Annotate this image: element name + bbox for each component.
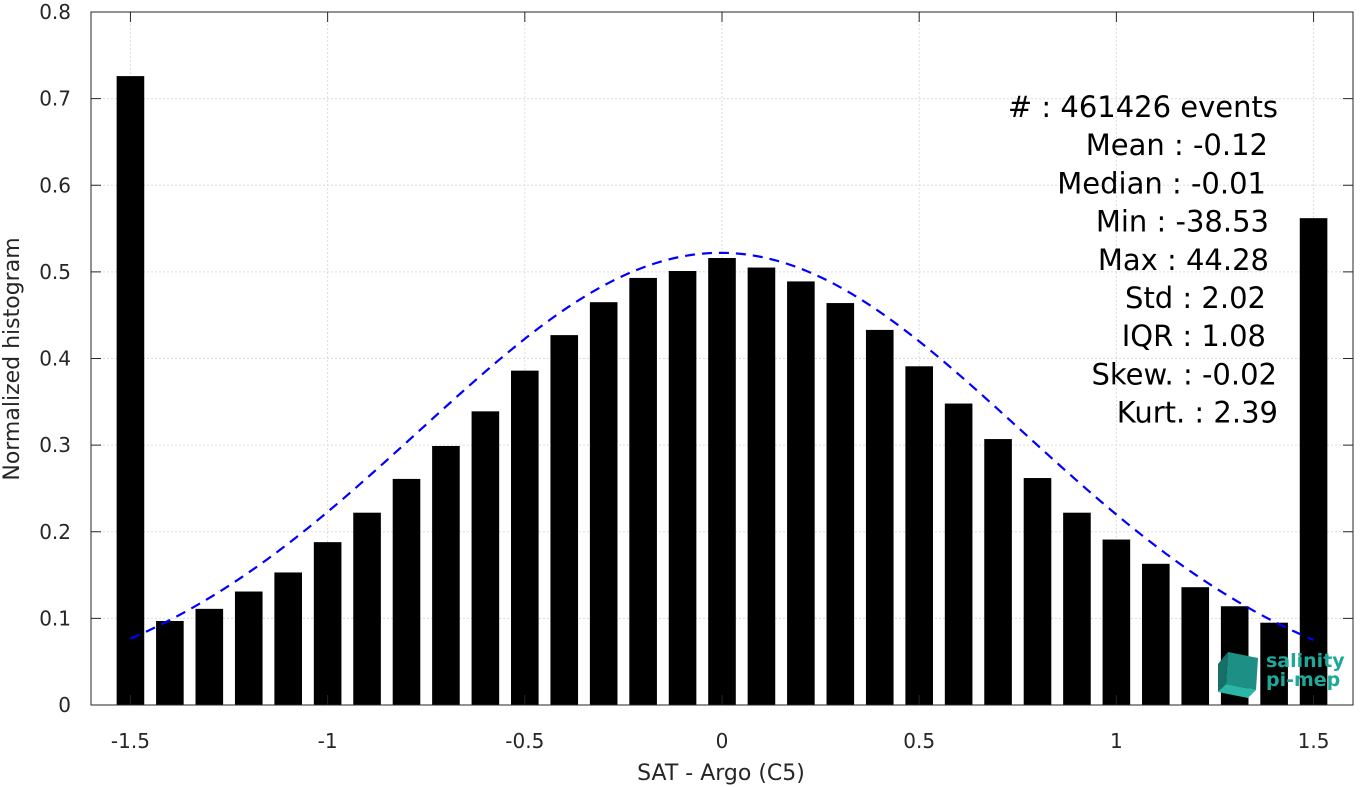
x-axis-label: SAT - Argo (C5)	[637, 761, 805, 786]
stats-line: Kurt. : 2.39	[1117, 396, 1278, 430]
histogram-bar	[668, 271, 697, 705]
histogram-bar	[550, 335, 579, 705]
histogram-bar	[826, 303, 855, 705]
y-tick-label: 0.1	[39, 606, 71, 630]
stats-box: # : 461426 events Mean : -0.12 Median : -0…	[1008, 90, 1278, 430]
y-tick-label: 0.8	[39, 0, 71, 24]
histogram-bar	[234, 591, 263, 705]
y-tick-label: 0.6	[39, 173, 71, 197]
y-axis-label: Normalized histogram	[0, 237, 25, 480]
histogram-bar	[116, 76, 145, 706]
histogram-bar	[1181, 587, 1210, 705]
histogram-bar	[432, 445, 460, 705]
stats-line: Min : -38.53	[1096, 205, 1269, 239]
y-tick-labels: 0 0.1 0.2 0.3 0.4 0.5 0.6 0.7 0.8	[39, 0, 71, 717]
stats-line: IQR : 1.08	[1122, 319, 1266, 353]
histogram-bar	[156, 620, 184, 705]
stats-line: Std : 2.02	[1125, 281, 1266, 315]
histogram-bar	[787, 281, 815, 705]
stats-line: Max : 44.28	[1098, 243, 1269, 277]
histogram-bar	[747, 267, 776, 705]
stats-line: # : 461426 events	[1008, 90, 1278, 124]
histogram-bar	[1023, 478, 1052, 705]
x-tick-label: 1.5	[1298, 729, 1330, 753]
histogram-bar	[471, 411, 500, 705]
stats-line: Mean : -0.12	[1086, 128, 1268, 162]
histogram-bar	[1299, 218, 1328, 706]
histogram-bar	[392, 478, 421, 705]
histogram-bar	[1260, 622, 1288, 705]
y-tick-label: 0.2	[39, 520, 71, 544]
x-tick-label: 1	[1110, 729, 1123, 753]
gaussian-fit-curve	[129, 251, 1314, 642]
histogram-bars	[116, 76, 1328, 706]
stats-line: Median : -0.01	[1057, 166, 1266, 200]
histogram-bar	[313, 542, 342, 705]
y-tick-label: 0.3	[39, 433, 71, 457]
salinity-cube-icon	[1218, 652, 1258, 698]
y-tick-label: 0.7	[39, 87, 71, 111]
x-tick-label: -1.5	[111, 729, 150, 753]
salinity-pi-mep-logo: salinity pi-mep	[1218, 650, 1345, 698]
y-tick-label: 0.4	[39, 347, 71, 371]
histogram-bar	[511, 370, 539, 705]
histogram-bar	[865, 329, 894, 705]
histogram-bar	[629, 277, 657, 705]
x-tick-labels: -1.5 -1 -0.5 0 0.5 1 1.5	[111, 729, 1330, 753]
histogram-bar	[984, 439, 1012, 705]
logo-line-1: salinity	[1266, 650, 1345, 672]
histogram-bar	[274, 572, 302, 705]
x-tick-label: 0	[716, 729, 729, 753]
histogram-bar	[589, 302, 618, 705]
histogram-bar	[1063, 512, 1091, 705]
y-tick-label: 0.5	[39, 260, 71, 284]
axis-ticks	[91, 11, 1353, 706]
logo-line-2: pi-mep	[1266, 669, 1340, 691]
histogram-bar	[1102, 539, 1131, 705]
x-tick-label: -0.5	[505, 729, 544, 753]
x-tick-label: -1	[318, 729, 338, 753]
histogram-bar	[905, 366, 933, 705]
histogram-bar	[708, 258, 736, 705]
y-tick-label: 0	[58, 693, 71, 717]
stats-line: Skew. : -0.02	[1091, 357, 1277, 391]
histogram-bar	[1142, 563, 1170, 705]
histogram-bar	[353, 512, 381, 705]
histogram-bar	[944, 403, 973, 705]
histogram-bar	[195, 608, 224, 705]
x-tick-label: 0.5	[903, 729, 935, 753]
